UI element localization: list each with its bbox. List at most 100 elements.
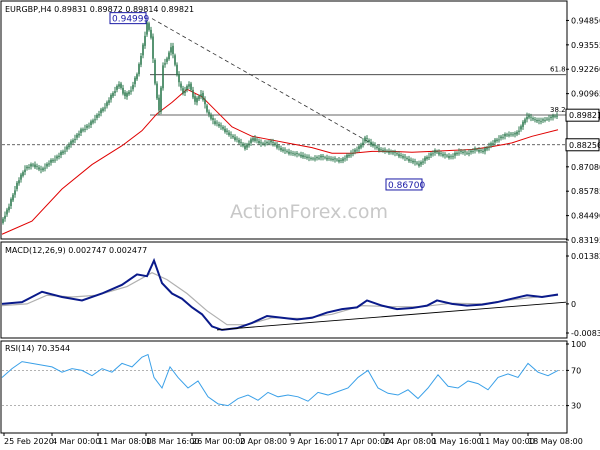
candle-body [294,153,296,155]
candle-body [30,164,32,167]
candle-body [148,23,150,30]
x-tick-label: 2 Apr 08:00 [240,437,287,446]
x-tick-label: 17 Apr 00:00 [338,437,390,446]
candle-body [102,108,104,111]
candle-body [430,153,432,156]
candle-body [398,154,400,157]
candle-body [546,118,548,120]
candle-body [196,97,198,103]
candle-body [256,139,258,141]
rsi-y-axis: 100 70 30 [566,340,586,411]
candle-body [58,155,60,158]
candle-body [52,159,54,162]
candle-body [318,157,320,159]
macd-y-tick-label: -0.008397 [571,329,600,338]
candle-body [176,64,178,75]
x-tick-label: 4 Mar 00:00 [52,437,100,446]
candle-body [504,134,506,137]
current-price-box [565,108,600,122]
candle-body [432,153,434,155]
candle-body [300,154,302,157]
candle-body [524,119,526,124]
price-y-axis: 0.948500.935550.922600.909650.896700.883… [566,16,600,245]
candle-body [366,138,368,139]
candle-body [358,146,360,150]
candle-body [370,141,372,146]
candle-body [554,115,556,117]
candle-body [490,143,492,146]
candle-body [110,94,112,100]
candle-body [532,118,534,120]
candle-body [322,156,324,158]
candle-body [538,119,540,121]
candle-body [496,139,498,142]
candle-body [190,83,192,90]
candle-body [22,172,24,176]
moving-average-line [1,88,559,235]
candle-body [124,92,126,97]
candle-body [108,100,110,103]
candle-body [404,156,406,158]
candle-body [48,163,50,165]
candle-body [120,83,122,88]
candle-body [56,156,58,159]
candle-body [340,160,342,161]
fib-38-2-label: 38.2 [550,106,566,114]
candle-body [258,141,260,144]
candle-body [214,121,216,124]
downtrend-line [151,18,373,145]
candle-body [278,146,280,148]
candle-body [296,153,298,155]
macd-line [1,257,559,331]
price-y-tick-label: 0.90965 [571,90,600,99]
candle-body [70,141,72,145]
candle-body [418,163,420,166]
candle-body [118,84,120,87]
candle-body [142,44,144,56]
candle-body [194,96,196,102]
x-tick-label: 18 Mar 16:00 [146,437,199,446]
candle-body [50,159,52,163]
candle-body [414,161,416,163]
macd-panel-frame [0,241,568,339]
candle-body [68,145,70,148]
candle-body [96,114,98,118]
candle-body [548,118,550,120]
price-y-tick-label: 0.85785 [571,187,600,196]
candle-body [332,158,334,160]
candle-body [508,134,510,136]
candle-body [428,156,430,158]
candle-body [238,140,240,143]
candle-body [450,156,452,158]
candle-body [262,143,264,145]
candle-body [168,52,170,60]
candle-body [226,130,228,132]
candle-body [158,97,160,111]
x-tick-label: 18 May 08:00 [528,437,583,446]
candle-body [164,63,166,65]
candle-body [326,157,328,160]
candle-body [550,116,552,119]
candle-body [514,133,516,135]
candle-body [344,158,346,160]
x-tick-label: 24 Apr 08:00 [384,437,436,446]
candle-body [392,152,394,154]
candle-body [464,151,466,153]
candle-body [106,102,108,107]
candle-body [144,35,146,46]
candle-body [314,158,316,160]
candle-body [488,147,490,148]
candle-body [94,119,96,121]
candle-body [552,115,554,118]
rsi-lines [1,353,566,407]
candle-body [498,139,500,141]
candle-body [28,167,30,168]
candle-body [400,155,402,156]
price-annotations: 0.94999 0.86700 61.8 38.20.89821 0.88250 [109,12,600,191]
candle-body [76,134,78,138]
candle-body [246,144,248,148]
candle-body [406,157,408,159]
candle-body [506,134,508,136]
